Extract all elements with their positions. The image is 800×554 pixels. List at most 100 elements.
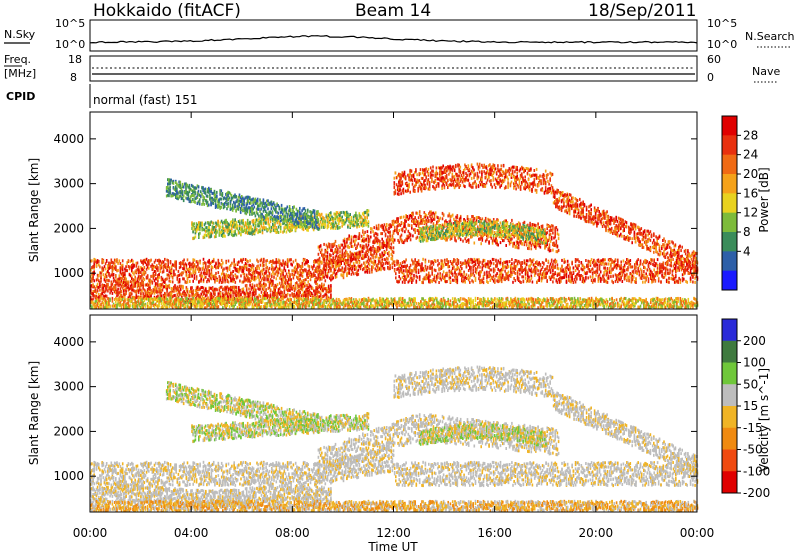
power-cell bbox=[132, 266, 134, 269]
power-cell bbox=[296, 275, 298, 279]
power-cell bbox=[440, 259, 443, 263]
power-cell bbox=[329, 276, 331, 280]
power-cell bbox=[271, 260, 273, 264]
power-cell bbox=[265, 263, 267, 267]
power-cell bbox=[397, 232, 399, 236]
power-cell bbox=[594, 277, 596, 281]
power-cell bbox=[412, 260, 414, 264]
power-cell bbox=[102, 260, 105, 264]
power-cell bbox=[390, 242, 393, 246]
power-cell bbox=[244, 258, 247, 262]
power-cell bbox=[90, 279, 92, 283]
power-cell bbox=[635, 269, 637, 273]
power-cell bbox=[291, 269, 293, 273]
power-cell bbox=[134, 284, 136, 288]
power-cell bbox=[215, 266, 217, 270]
power-cell bbox=[385, 223, 388, 226]
power-cell bbox=[266, 274, 268, 278]
power-cell bbox=[451, 260, 454, 264]
power-cell bbox=[471, 273, 473, 277]
power-cell bbox=[119, 287, 122, 291]
power-cell bbox=[416, 275, 419, 279]
power-cell bbox=[488, 271, 490, 274]
power-cell bbox=[491, 276, 494, 279]
power-cell bbox=[549, 270, 552, 274]
power-cell bbox=[366, 230, 369, 234]
power-cell bbox=[281, 263, 283, 267]
power-cell bbox=[330, 287, 332, 291]
power-cell bbox=[208, 271, 210, 275]
power-cell bbox=[405, 219, 407, 223]
power-cell bbox=[317, 265, 320, 269]
power-cell bbox=[587, 276, 589, 280]
power-cell bbox=[503, 260, 505, 264]
power-cell bbox=[383, 257, 386, 261]
power-cell bbox=[615, 277, 618, 281]
power-cell bbox=[606, 271, 609, 275]
power-cell bbox=[692, 280, 694, 284]
power-cell bbox=[530, 274, 533, 278]
power-cell bbox=[325, 262, 328, 266]
power-cell bbox=[370, 230, 372, 234]
power-cell bbox=[561, 264, 563, 268]
power-cell bbox=[355, 260, 357, 264]
power-cell bbox=[479, 274, 481, 278]
power-cell bbox=[400, 215, 403, 219]
power-cell bbox=[154, 265, 157, 269]
power-cell bbox=[112, 273, 115, 276]
power-cell bbox=[546, 271, 548, 275]
power-cell bbox=[626, 261, 628, 265]
power-cell bbox=[572, 281, 575, 284]
power-cell bbox=[170, 269, 173, 273]
power-cell bbox=[412, 278, 414, 282]
power-cell bbox=[632, 269, 635, 273]
power-cell bbox=[675, 273, 677, 277]
power-cell bbox=[409, 233, 412, 237]
power-cell bbox=[266, 278, 268, 282]
power-cell bbox=[480, 278, 482, 282]
power-cell bbox=[554, 264, 556, 268]
power-cell bbox=[490, 261, 493, 265]
power-cell bbox=[307, 280, 309, 284]
power-cell bbox=[108, 272, 110, 276]
power-cell bbox=[447, 260, 449, 264]
power-cell bbox=[376, 263, 379, 267]
power-cell bbox=[152, 276, 155, 280]
power-cell bbox=[568, 277, 570, 281]
power-cell bbox=[337, 258, 339, 262]
power-cell bbox=[579, 274, 581, 278]
power-cell bbox=[138, 268, 141, 272]
power-cell bbox=[119, 276, 122, 280]
power-cell bbox=[469, 259, 471, 263]
power-cell bbox=[377, 227, 380, 231]
power-cell bbox=[205, 263, 207, 267]
power-cell bbox=[362, 229, 364, 233]
power-cell bbox=[533, 264, 536, 267]
power-cell bbox=[400, 268, 403, 271]
power-cell bbox=[110, 265, 113, 269]
power-cell bbox=[131, 269, 133, 273]
power-cell bbox=[404, 230, 406, 234]
power-cell bbox=[278, 267, 281, 271]
power-cell bbox=[550, 258, 553, 262]
power-cell bbox=[372, 230, 374, 234]
power-cell bbox=[150, 258, 152, 262]
power-cell bbox=[479, 260, 481, 264]
power-cell bbox=[167, 264, 169, 268]
power-cell bbox=[335, 254, 338, 258]
power-cell bbox=[198, 269, 200, 272]
power-cell bbox=[343, 270, 346, 274]
power-cell bbox=[521, 267, 523, 271]
power-cell bbox=[516, 273, 519, 277]
power-cell bbox=[524, 267, 527, 271]
power-cell bbox=[404, 275, 406, 279]
power-cell bbox=[264, 278, 266, 282]
nave-label: Nave bbox=[752, 65, 780, 78]
power-cell bbox=[593, 263, 595, 267]
power-cell bbox=[407, 269, 410, 273]
power-cell bbox=[337, 256, 339, 260]
power-cell bbox=[307, 260, 309, 264]
power-cell bbox=[450, 269, 453, 273]
power-cell bbox=[487, 281, 489, 284]
power-cell bbox=[527, 279, 529, 282]
